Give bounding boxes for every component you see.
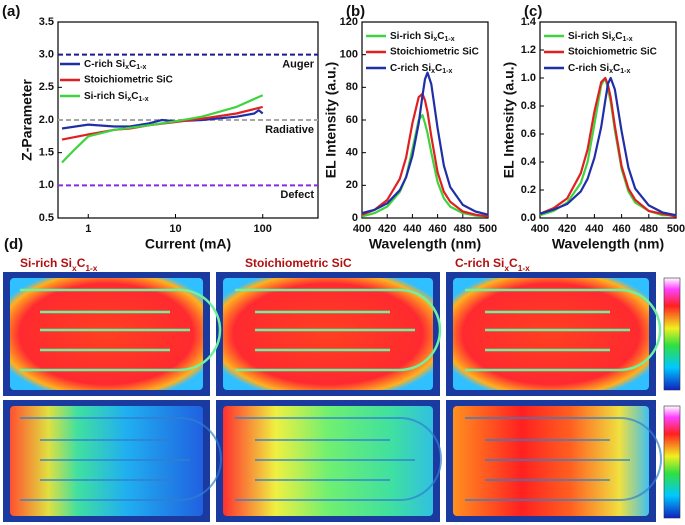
y-tick-label: 3.0 (39, 49, 54, 61)
y-tick-label: 2.0 (39, 114, 54, 126)
plot-frame (539, 21, 677, 219)
panel-label: (d) (4, 236, 23, 253)
x-tick-label: 1 (85, 223, 91, 235)
legend-label: Si-rich SixC1-x (568, 31, 633, 44)
y-tick-label: 0.4 (521, 156, 537, 168)
legend-label: C-rich SixC1-x (568, 63, 630, 76)
x-tick-label: 440 (403, 223, 421, 235)
panel-label: (c) (524, 3, 542, 20)
data-line (361, 114, 489, 218)
colorbar (663, 405, 681, 519)
colorbar (663, 277, 681, 391)
legend-label: Stoichiometric SiC (390, 47, 479, 58)
y-tick-label: 1.0 (39, 179, 54, 191)
x-tick-label: 460 (428, 223, 446, 235)
x-tick-label: 400 (353, 223, 371, 235)
legend-label: Si-rich SixC1-x (84, 91, 149, 104)
data-line (539, 76, 677, 217)
data-line (61, 109, 264, 130)
image-title: Si-rich SixC1-x (20, 256, 98, 273)
y-tick-label: 0.8 (521, 100, 536, 112)
panel-label: (a) (2, 3, 20, 20)
electrodes (20, 288, 662, 372)
legend-label: Stoichiometric SiC (84, 75, 173, 86)
legend-label: C-rich SixC1-x (390, 63, 452, 76)
x-tick-label: 480 (454, 223, 472, 235)
x-tick-label: 500 (479, 223, 497, 235)
x-tick-label: 420 (378, 223, 396, 235)
x-tick-label: 460 (612, 223, 630, 235)
x-tick-label: 500 (667, 223, 685, 235)
image-title: Stoichiometric SiC (245, 256, 352, 270)
data-line (539, 76, 677, 218)
reference-label: Auger (282, 59, 315, 71)
heatmap-images (3, 272, 681, 522)
x-axis-title: Current (mA) (145, 236, 231, 252)
data-line (361, 92, 489, 218)
heatmap (453, 278, 649, 390)
y-tick-label: 0 (352, 212, 358, 224)
y-tick-label: 80 (346, 81, 358, 93)
electrodes (20, 417, 662, 501)
y-tick-label: 0.6 (521, 128, 536, 140)
data-line (61, 94, 264, 164)
y-tick-label: 3.5 (39, 16, 54, 28)
x-tick-label: 400 (531, 223, 549, 235)
y-tick-label: 0.0 (521, 212, 536, 224)
x-tick-label: 10 (169, 223, 181, 235)
panel-label: (b) (346, 3, 365, 20)
x-tick-label: 480 (640, 223, 658, 235)
reference-label: Radiative (265, 124, 314, 136)
y-tick-label: 1.4 (521, 16, 537, 28)
y-tick-label: 120 (340, 16, 358, 28)
x-axis-title: Wavelength (nm) (552, 236, 664, 252)
x-tick-label: 420 (558, 223, 576, 235)
y-tick-label: 1.0 (521, 72, 536, 84)
reference-label: Defect (280, 189, 314, 201)
y-axis-title: Z-Parameter (19, 79, 35, 161)
y-tick-label: 1.5 (39, 147, 54, 159)
y-tick-label: 1.2 (521, 44, 536, 56)
legend-label: C-rich SixC1-x (84, 59, 146, 72)
y-axis-title: EL Intensity (a.u.) (323, 62, 339, 178)
x-tick-label: 100 (254, 223, 272, 235)
data-line (539, 76, 676, 217)
legend-label: Stoichiometric SiC (568, 47, 657, 58)
image-title: C-rich SixC1-x (455, 256, 530, 273)
heatmap (10, 278, 203, 390)
y-tick-label: 40 (346, 147, 358, 159)
y-tick-label: 0.5 (39, 212, 54, 224)
y-tick-label: 0.2 (521, 184, 536, 196)
y-tick-label: 60 (346, 114, 358, 126)
y-axis-title: EL Intensity (a.u.) (501, 62, 517, 178)
data-line (361, 71, 489, 216)
x-axis-title: Wavelength (nm) (369, 236, 481, 252)
y-tick-label: 2.5 (39, 81, 54, 93)
y-tick-label: 100 (340, 49, 358, 61)
y-tick-label: 20 (346, 179, 358, 191)
x-tick-label: 440 (585, 223, 603, 235)
heatmap (223, 278, 433, 390)
legend-label: Si-rich SixC1-x (390, 31, 455, 44)
